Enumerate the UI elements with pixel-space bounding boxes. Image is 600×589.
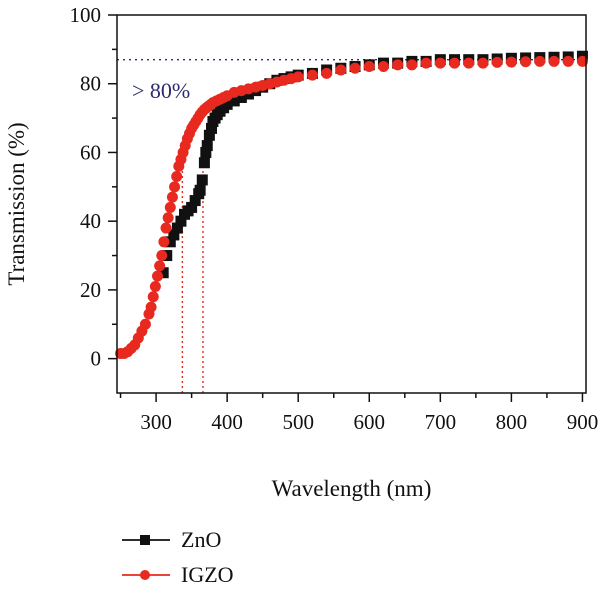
x-axis-title: Wavelength (nm): [272, 476, 432, 501]
igzo-point: [392, 59, 404, 71]
y-tick-label: 20: [80, 278, 101, 302]
zno-point: [164, 236, 176, 248]
legend-item-igzo: IGZO: [122, 562, 234, 587]
x-tick-label: 600: [354, 410, 386, 434]
igzo-point: [171, 171, 183, 183]
zno-point: [200, 146, 212, 158]
zno-point: [221, 98, 233, 110]
igzo-point: [548, 55, 560, 67]
x-tick-label: 400: [211, 410, 243, 434]
legend-marker-circle: [140, 570, 150, 580]
igzo-point: [145, 301, 157, 313]
y-tick-label: 80: [80, 72, 101, 96]
y-axis-title: Transmission (%): [4, 122, 29, 285]
x-tick-label: 500: [282, 410, 314, 434]
zno-point: [201, 140, 213, 152]
zno-point: [196, 174, 208, 186]
igzo-point: [154, 260, 166, 272]
y-tick-label: 0: [91, 347, 102, 371]
x-tick-label: 900: [567, 410, 599, 434]
zno-point: [186, 201, 198, 213]
igzo-point: [152, 270, 164, 282]
igzo-point: [166, 191, 178, 203]
igzo-point: [306, 69, 318, 81]
legend: ZnO IGZO: [122, 527, 234, 587]
igzo-point: [162, 212, 174, 224]
igzo-point: [562, 55, 574, 67]
zno-point: [194, 184, 206, 196]
igzo-point: [164, 201, 176, 213]
igzo-point: [363, 61, 375, 73]
zno-point: [189, 195, 201, 207]
igzo-point: [406, 59, 418, 71]
zno-point: [228, 95, 240, 107]
igzo-point: [420, 57, 432, 69]
igzo-point: [349, 62, 361, 74]
axes-layer: 300 400 500 600 700 800 900 0 20 40 60 80 100: [70, 3, 599, 434]
igzo-point: [160, 222, 172, 234]
igzo-point: [169, 181, 181, 193]
zno-point: [198, 157, 210, 169]
igzo-point: [434, 57, 446, 69]
zno-point: [171, 222, 183, 234]
igzo-point: [292, 71, 304, 83]
x-tick-label: 700: [425, 410, 457, 434]
y-tick-label: 60: [80, 140, 101, 164]
igzo-point: [377, 61, 389, 73]
igzo-point: [156, 250, 168, 262]
legend-label: ZnO: [181, 527, 221, 552]
igzo-point: [576, 55, 588, 67]
x-tick-label: 300: [140, 410, 172, 434]
igzo-point: [147, 291, 159, 303]
igzo-point: [158, 236, 170, 248]
y-tick-label: 40: [80, 209, 101, 233]
igzo-point: [505, 56, 517, 68]
igzo-point: [321, 67, 333, 79]
igzo-point: [139, 318, 151, 330]
igzo-point: [335, 64, 347, 76]
y-tick-label: 100: [70, 3, 102, 27]
igzo-point: [534, 55, 546, 67]
threshold-annotation: > 80%: [132, 78, 190, 103]
plot-layer: [115, 50, 588, 393]
legend-marker-square: [140, 535, 150, 545]
legend-label: IGZO: [181, 562, 234, 587]
igzo-point: [520, 56, 532, 68]
igzo-point: [149, 280, 161, 292]
igzo-point: [449, 57, 461, 69]
igzo-point: [477, 57, 489, 69]
zno-point: [168, 229, 180, 241]
x-tick-label: 800: [496, 410, 528, 434]
plot-frame: [116, 14, 587, 394]
zno-point: [206, 122, 218, 134]
igzo-point: [491, 56, 503, 68]
zno-point: [157, 267, 169, 279]
igzo-point: [463, 57, 475, 69]
legend-item-zno: ZnO: [122, 527, 221, 552]
zno-point: [175, 215, 187, 227]
zno-point: [235, 91, 247, 103]
zno-point: [203, 129, 215, 141]
